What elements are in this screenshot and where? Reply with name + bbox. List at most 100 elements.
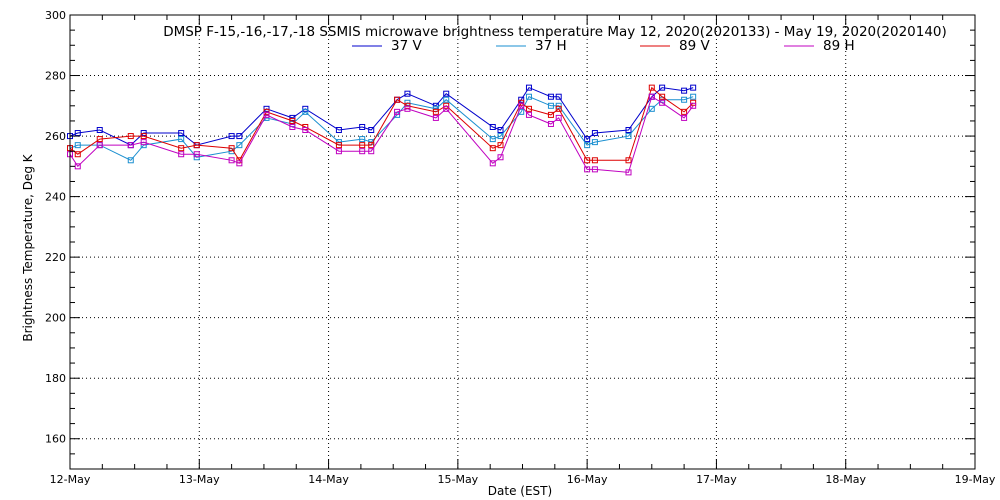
data-point-89v: [648, 84, 655, 91]
y-tick-label: 160: [45, 433, 66, 446]
data-point-37h: [648, 105, 655, 112]
legend-item-37v: 37 V: [352, 38, 422, 54]
data-point-89v: [555, 105, 562, 112]
data-point-37h: [625, 133, 632, 140]
x-tick-label: 18-May: [825, 473, 866, 486]
legend-label-37v: 37 V: [391, 38, 422, 54]
data-point-89v: [289, 117, 296, 124]
y-tick-label: 240: [45, 191, 66, 204]
data-point-89h: [591, 166, 598, 173]
data-point-89v: [368, 142, 375, 149]
data-point-89v: [127, 133, 134, 140]
data-point-37h: [74, 142, 81, 149]
data-point-89h: [96, 142, 103, 149]
data-point-89h: [547, 120, 554, 127]
data-point-89v: [394, 96, 401, 103]
data-point-89h: [584, 166, 591, 173]
data-point-37h: [489, 136, 496, 143]
data-point-89h: [525, 111, 532, 118]
data-point-37v: [555, 93, 562, 100]
data-point-89v: [591, 157, 598, 164]
data-point-89v: [228, 145, 235, 152]
data-point-89h: [518, 102, 525, 109]
data-point-89h: [659, 99, 666, 106]
data-point-37v: [178, 130, 185, 137]
data-point-37v: [625, 127, 632, 134]
axis-ticks: [69, 14, 976, 470]
data-point-37v: [404, 90, 411, 97]
data-point-37v: [497, 127, 504, 134]
data-point-37v: [681, 87, 688, 94]
data-point-37v: [584, 136, 591, 143]
data-point-37h: [547, 102, 554, 109]
x-tick-label: 15-May: [437, 473, 478, 486]
data-point-89v: [74, 151, 81, 158]
data-point-37v: [690, 84, 697, 91]
data-point-89v: [96, 136, 103, 143]
data-point-89h: [193, 151, 200, 158]
legend-label-89v: 89 V: [679, 38, 710, 54]
data-point-37v: [228, 133, 235, 140]
data-point-89h: [681, 114, 688, 121]
data-point-37v: [489, 123, 496, 130]
data-point-89h: [140, 139, 147, 146]
data-point-89v: [193, 142, 200, 149]
data-point-89v: [178, 145, 185, 152]
x-axis-label: Date (EST): [488, 484, 552, 498]
data-point-89h: [289, 123, 296, 130]
data-point-37h: [140, 142, 147, 149]
x-tick-label: 14-May: [308, 473, 349, 486]
data-point-37v: [443, 90, 450, 97]
legend-item-89v: 89 V: [640, 38, 710, 54]
x-tick-label: 16-May: [567, 473, 608, 486]
data-point-37h: [690, 93, 697, 100]
legend-label-37h: 37 H: [535, 38, 567, 54]
y-tick-label: 280: [45, 70, 66, 83]
data-point-89h: [302, 127, 309, 134]
data-point-89h: [497, 154, 504, 161]
data-point-89h: [690, 102, 697, 109]
data-point-37v: [525, 84, 532, 91]
y-tick-label: 260: [45, 130, 66, 143]
data-point-37v: [368, 127, 375, 134]
data-point-89h: [335, 148, 342, 155]
data-point-89v: [497, 142, 504, 149]
data-point-89v: [690, 99, 697, 106]
y-tick-label: 200: [45, 312, 66, 325]
data-point-37h: [584, 142, 591, 149]
data-point-37h: [432, 105, 439, 112]
data-point-37v: [74, 130, 81, 137]
data-point-89h: [368, 148, 375, 155]
data-point-89v: [489, 145, 496, 152]
x-tick-label: 13-May: [179, 473, 220, 486]
data-point-89h: [236, 160, 243, 167]
x-tick-labels: 12-May 13-May 14-May 15-May 16-May 17-May 18-M…: [50, 473, 996, 486]
data-point-89v: [335, 142, 342, 149]
data-point-37h: [302, 108, 309, 115]
y-tick-label: 220: [45, 251, 66, 264]
legend-item-89h: 89 H: [784, 38, 855, 54]
data-point-37v: [591, 130, 598, 137]
x-tick-label: 19-May: [955, 473, 996, 486]
data-point-89h: [394, 108, 401, 115]
data-point-89h: [74, 163, 81, 170]
data-point-37h: [443, 96, 450, 103]
data-point-89h: [443, 105, 450, 112]
data-point-37h: [359, 136, 366, 143]
data-point-89h: [555, 114, 562, 121]
legend: 37 V 37 H 89 V 89 H: [352, 38, 855, 54]
y-axis-label: Brightness Temperature, Deg K: [21, 153, 35, 341]
data-point-37v: [335, 127, 342, 134]
data-point-89h: [178, 151, 185, 158]
data-point-89h: [359, 148, 366, 155]
data-point-89v: [584, 157, 591, 164]
data-point-89v: [140, 133, 147, 140]
legend-item-37h: 37 H: [496, 38, 567, 54]
data-point-89h: [404, 105, 411, 112]
data-point-89h: [489, 160, 496, 167]
data-point-89h: [625, 169, 632, 176]
data-point-37h: [497, 133, 504, 140]
series-89v: [67, 84, 697, 164]
